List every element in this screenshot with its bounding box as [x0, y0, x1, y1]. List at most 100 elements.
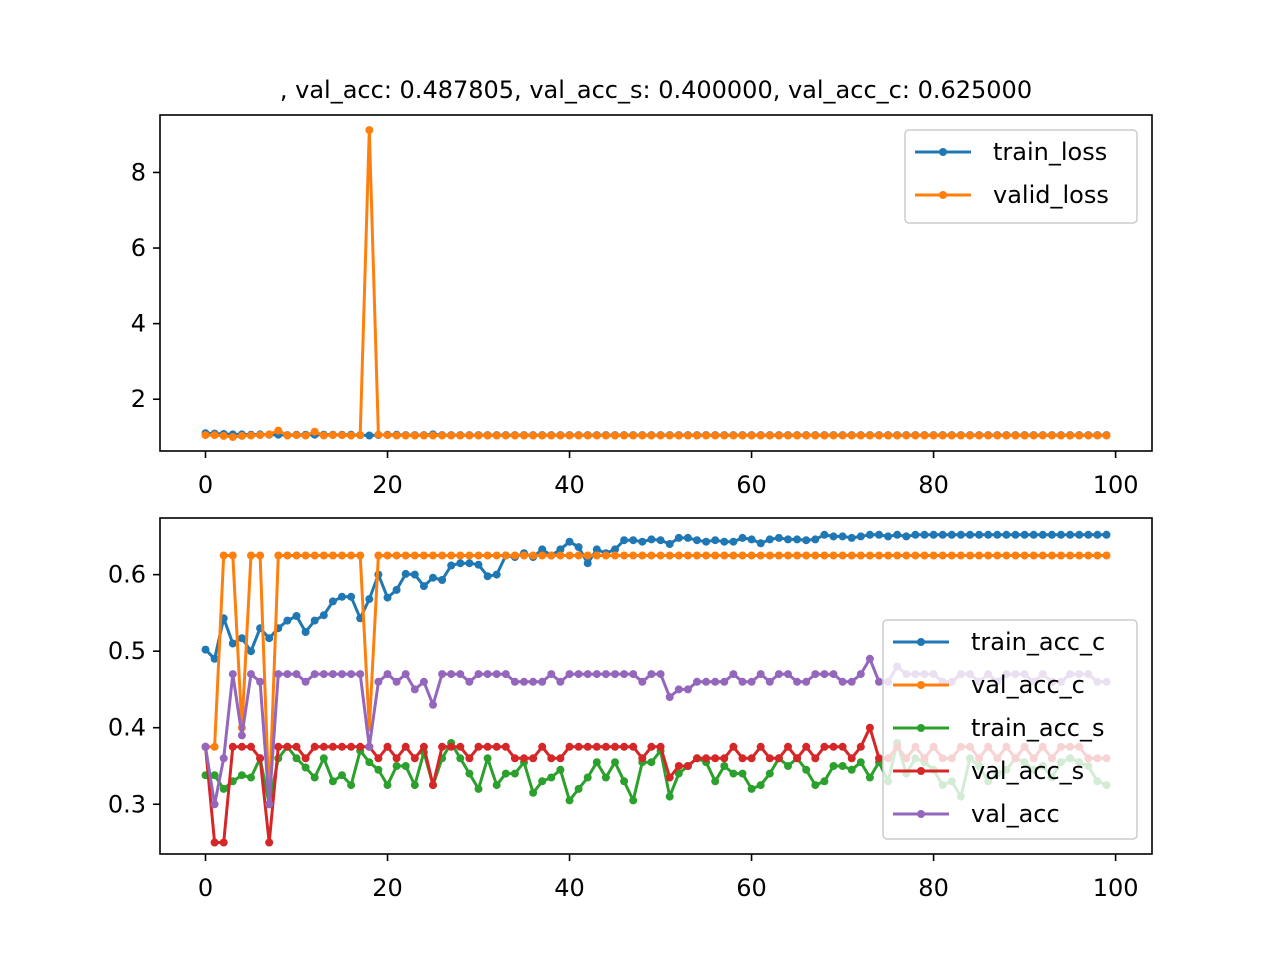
data-point-val_acc_s	[711, 754, 720, 763]
data-point-train_acc_s	[847, 765, 856, 774]
data-point-valid_loss	[319, 431, 328, 440]
data-point-valid_loss	[993, 431, 1002, 440]
data-point-val_acc_s	[574, 742, 583, 751]
data-point-val_acc_c	[847, 551, 856, 560]
data-point-valid_loss	[884, 431, 893, 440]
data-point-train_acc_s	[301, 763, 310, 772]
data-point-valid_loss	[875, 431, 883, 440]
legend-marker-valid_loss	[939, 191, 947, 199]
data-point-val_acc_c	[765, 551, 774, 560]
data-point-valid_loss	[1029, 431, 1038, 440]
data-point-val_acc	[829, 670, 838, 679]
data-point-val_acc_s	[529, 754, 538, 763]
data-point-val_acc_c	[820, 551, 829, 560]
data-point-val_acc_s	[292, 742, 301, 751]
x-tick-label: 100	[1093, 471, 1139, 499]
data-point-val_acc_s	[538, 742, 547, 751]
data-point-valid_loss	[565, 431, 574, 440]
figure-title: , val_acc: 0.487805, val_acc_s: 0.400000…	[280, 76, 1032, 104]
data-point-val_acc_s	[328, 742, 337, 751]
data-point-valid_loss	[793, 431, 802, 440]
data-point-valid_loss	[492, 431, 501, 440]
data-point-val_acc_s	[447, 742, 456, 751]
data-point-val_acc_s	[829, 742, 838, 751]
data-point-train_acc_s	[392, 762, 401, 770]
data-point-train_acc_c	[938, 530, 947, 539]
y-tick-label: 2	[131, 385, 146, 413]
data-point-val_acc	[292, 670, 301, 679]
data-point-train_acc_s	[247, 773, 255, 782]
data-point-valid_loss	[956, 431, 965, 440]
data-point-val_acc	[693, 677, 701, 686]
axes-frame	[159, 517, 1153, 855]
data-point-val_acc	[811, 670, 820, 679]
data-point-valid_loss	[747, 431, 756, 440]
data-point-valid_loss	[765, 431, 774, 440]
data-point-val_acc_s	[820, 742, 829, 751]
data-point-valid_loss	[483, 431, 492, 440]
data-point-valid_loss	[201, 431, 210, 440]
data-point-valid_loss	[984, 431, 993, 440]
legend-box	[882, 619, 1138, 840]
data-point-train_acc_c	[538, 545, 547, 554]
data-point-train_acc_c	[975, 530, 984, 539]
data-point-train_acc_s	[765, 769, 774, 778]
data-point-val_acc	[365, 742, 374, 751]
data-point-valid_loss	[392, 431, 401, 440]
data-point-val_acc_s	[693, 754, 701, 763]
x-tick-label: 40	[554, 471, 585, 499]
data-point-val_acc_c	[665, 551, 674, 560]
data-point-val_acc_c	[474, 551, 483, 560]
data-point-train_acc_c	[620, 536, 629, 545]
legend-marker-val_acc_s	[917, 767, 925, 775]
data-point-valid_loss	[410, 431, 419, 440]
data-point-train_acc_c	[1002, 530, 1011, 539]
data-point-valid_loss	[911, 431, 920, 440]
data-point-val_acc_s	[547, 754, 556, 763]
data-point-train_acc_s	[483, 754, 492, 763]
data-point-val_acc_c	[829, 551, 838, 560]
data-point-valid_loss	[720, 431, 729, 440]
data-point-train_acc_c	[884, 532, 893, 541]
data-point-train_acc_c	[756, 539, 765, 548]
data-point-train_acc_c	[447, 561, 456, 570]
data-point-val_acc_s	[674, 762, 683, 770]
data-point-train_acc_c	[1102, 530, 1111, 539]
data-point-valid_loss	[292, 431, 301, 440]
legend-label-valid_loss: valid_loss	[993, 181, 1109, 209]
data-point-val_acc_c	[784, 551, 792, 560]
data-point-val_acc_c	[583, 551, 592, 560]
data-point-val_acc_c	[747, 551, 756, 560]
data-point-val_acc_c	[1002, 551, 1011, 560]
data-point-val_acc_c	[611, 551, 619, 560]
data-point-val_acc	[802, 677, 811, 686]
data-point-valid_loss	[975, 431, 984, 440]
data-point-valid_loss	[447, 431, 456, 440]
data-point-train_acc_s	[401, 762, 410, 770]
data-point-val_acc_c	[401, 551, 410, 560]
data-point-train_acc_c	[1075, 530, 1084, 539]
data-point-val_acc_s	[638, 754, 647, 763]
data-point-val_acc	[228, 670, 237, 679]
data-point-val_acc_s	[601, 742, 610, 751]
data-point-val_acc	[210, 800, 219, 809]
data-point-val_acc_c	[884, 551, 893, 560]
data-point-train_acc_c	[611, 545, 619, 554]
data-point-val_acc_c	[319, 551, 328, 560]
data-point-val_acc_s	[756, 742, 765, 751]
data-point-val_acc	[647, 670, 656, 679]
data-point-train_acc_c	[702, 537, 711, 546]
series-line-val_acc_c	[205, 554, 1107, 806]
data-point-train_acc_s	[383, 781, 392, 790]
data-point-val_acc_s	[438, 742, 447, 751]
data-point-val_acc	[447, 670, 456, 679]
data-point-train_acc_c	[729, 537, 738, 546]
data-point-train_acc_c	[811, 535, 820, 544]
data-point-valid_loss	[547, 431, 556, 440]
data-point-train_acc_c	[237, 634, 246, 643]
data-point-train_acc_s	[510, 769, 519, 778]
data-point-val_acc_s	[875, 754, 883, 763]
data-point-val_acc_s	[283, 742, 292, 751]
data-point-val_acc_s	[219, 838, 228, 847]
data-point-valid_loss	[247, 431, 255, 440]
